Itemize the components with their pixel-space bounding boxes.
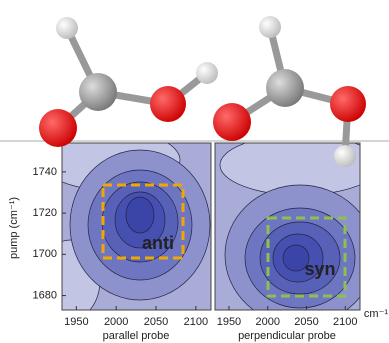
x-tick-label: 1950 xyxy=(217,316,241,328)
x-axis-label: perpendicular probe xyxy=(238,330,336,342)
annotation: anti xyxy=(142,233,174,253)
x-tick-label: 2000 xyxy=(104,316,128,328)
figure: anti syn pump (cm⁻¹) parallel probe perp… xyxy=(0,0,389,343)
x-tick-label: 2000 xyxy=(255,316,279,328)
contour-plot xyxy=(40,130,211,320)
y-tick-label: 1740 xyxy=(33,166,57,178)
y-tick-label: 1700 xyxy=(33,248,57,260)
x-axis-label: parallel probe xyxy=(103,330,170,342)
x-tick-label: 2100 xyxy=(333,316,357,328)
x-tick-label: 2050 xyxy=(294,316,318,328)
annotation: syn xyxy=(304,259,335,279)
y-tick-label: 1720 xyxy=(33,207,57,219)
y-tick-label: 1680 xyxy=(33,289,57,301)
molecule xyxy=(58,28,207,128)
x-tick-label: 2050 xyxy=(144,316,168,328)
x-tick-label: 2100 xyxy=(184,316,208,328)
x-tick-label: 1950 xyxy=(64,316,88,328)
y-axis-label: pump (cm⁻¹) xyxy=(8,197,20,259)
x-unit: cm⁻¹ xyxy=(364,308,388,320)
